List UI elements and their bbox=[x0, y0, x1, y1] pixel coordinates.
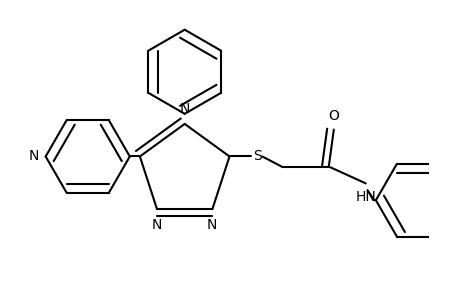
Text: N: N bbox=[28, 149, 39, 164]
Text: N: N bbox=[207, 218, 217, 232]
Text: N: N bbox=[151, 218, 162, 232]
Text: HN: HN bbox=[355, 190, 375, 204]
Text: N: N bbox=[179, 101, 190, 116]
Text: S: S bbox=[252, 149, 261, 164]
Text: O: O bbox=[328, 109, 339, 123]
